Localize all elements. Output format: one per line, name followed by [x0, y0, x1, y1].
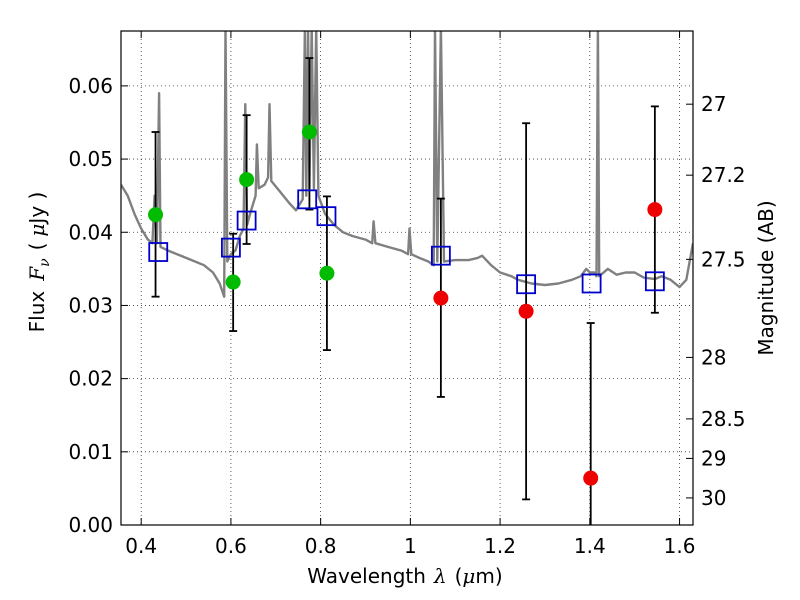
spectrum-layer: [121, 31, 693, 298]
y2-tick-label: 29: [701, 446, 726, 470]
spectrum-line: [121, 31, 693, 298]
y2-tick-label: 28: [701, 345, 726, 369]
y2-tick-label: 27: [701, 92, 726, 116]
y-tick-label: 0.01: [68, 440, 113, 464]
model-point: [430, 245, 451, 266]
model-point: [221, 237, 241, 258]
x-tick-label: 0.6: [215, 534, 247, 558]
y-tick-label: 0.06: [68, 74, 113, 98]
x-tick-label: 1.4: [574, 534, 606, 558]
model-layer: [148, 189, 665, 295]
x-axis-label-unit-open: (: [455, 564, 463, 588]
observed-layer: [148, 124, 663, 486]
model-point: [581, 273, 602, 294]
detected-point: [148, 207, 164, 223]
undetected-point: [583, 470, 599, 486]
y-axis-label-symbol: F: [25, 266, 49, 282]
y2-axis-label: Magnitude (AB): [754, 200, 778, 355]
y-tick-label: 0.03: [68, 293, 113, 317]
model-point: [316, 206, 337, 227]
model-point: [644, 271, 665, 292]
x-tick-label: 0.8: [305, 534, 337, 558]
x-tick-label: 1.2: [484, 534, 516, 558]
detected-point: [319, 265, 335, 281]
y-axis-label-prefix: Flux: [25, 291, 49, 333]
y-tick-label: 0.00: [68, 513, 113, 537]
undetected-point: [433, 290, 449, 306]
x-axis-label-unit-mu: μ: [462, 564, 475, 588]
x-tick-label: 0.4: [125, 534, 157, 558]
errorbar-layer: [151, 57, 659, 525]
tick-layer: 0.4 0.6 0.8 1 1.2 1.4 1.6 0.00 0.01 0.02 0.03 0.04 0…: [68, 31, 746, 558]
y2-tick-label: 27.2: [701, 163, 746, 187]
x-axis-label-unit-rest: m): [475, 564, 502, 588]
model-point: [236, 210, 257, 231]
x-axis-label-prefix: Wavelength: [307, 564, 426, 588]
detected-point: [301, 124, 317, 140]
model-point: [148, 242, 169, 262]
x-tick-label: 1: [404, 534, 417, 558]
y2-tick-label: 28.5: [701, 407, 746, 431]
y-tick-label: 0.02: [68, 367, 113, 391]
detected-point: [239, 172, 255, 188]
grid: [121, 31, 693, 526]
undetected-point: [647, 202, 663, 218]
x-axis-label-symbol: λ: [433, 564, 447, 588]
y-axis-label-unit-rest: Jy ): [25, 192, 49, 226]
x-tick-label: 1.6: [664, 534, 696, 558]
y-axis-label-unit-mu: μ: [25, 224, 49, 237]
model-point: [297, 189, 318, 210]
y-axis-label-unit-open: (: [25, 243, 49, 251]
plot-frame: [120, 30, 694, 526]
model-point: [516, 274, 537, 295]
y-axis-label-subscript: ν: [37, 258, 53, 267]
y2-tick-label: 30: [701, 486, 726, 510]
y-tick-label: 0.05: [68, 147, 113, 171]
y-axis-label: Flux Fν ( μJy ): [25, 192, 53, 333]
y2-tick-label: 27.5: [701, 247, 746, 271]
x-axis-label: Wavelength λ (μm): [307, 564, 502, 588]
undetected-point: [518, 303, 534, 319]
y-tick-label: 0.04: [68, 220, 113, 244]
detected-point: [225, 274, 241, 290]
